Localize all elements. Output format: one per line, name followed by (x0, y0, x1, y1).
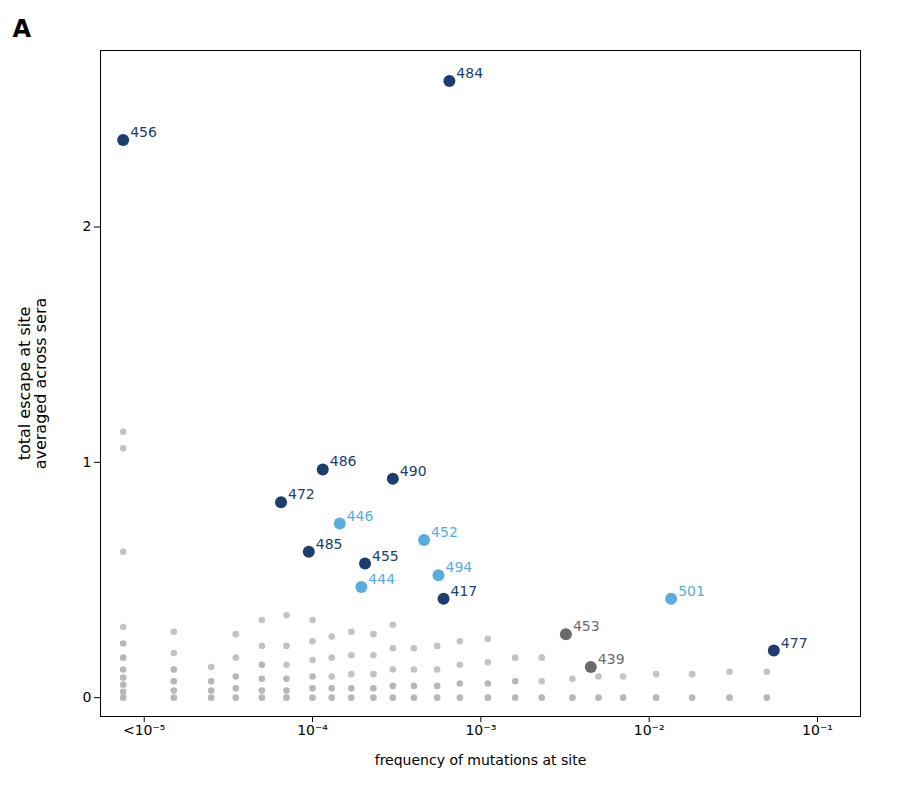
svg-text:446: 446 (347, 508, 374, 524)
svg-text:453: 453 (573, 618, 600, 634)
svg-text:1: 1 (83, 454, 92, 470)
svg-text:484: 484 (456, 65, 483, 81)
svg-text:501: 501 (678, 583, 705, 599)
svg-text:total escape at siteaveraged a: total escape at siteaveraged across sera (15, 298, 50, 470)
svg-text:10⁻⁴: 10⁻⁴ (297, 722, 328, 738)
svg-text:456: 456 (130, 124, 157, 140)
svg-text:439: 439 (598, 651, 625, 667)
svg-text:490: 490 (400, 463, 427, 479)
svg-text:417: 417 (451, 583, 478, 599)
svg-text:10⁻¹: 10⁻¹ (802, 722, 833, 738)
svg-text:<10⁻⁵: <10⁻⁵ (123, 722, 166, 738)
svg-text:0: 0 (83, 689, 92, 705)
svg-text:494: 494 (445, 559, 472, 575)
svg-text:486: 486 (330, 453, 357, 469)
svg-text:10⁻²: 10⁻² (634, 722, 665, 738)
svg-text:10⁻³: 10⁻³ (465, 722, 496, 738)
svg-text:472: 472 (288, 486, 315, 502)
svg-text:2: 2 (83, 218, 92, 234)
svg-text:477: 477 (781, 635, 808, 651)
svg-text:444: 444 (368, 571, 395, 587)
svg-text:485: 485 (316, 536, 343, 552)
svg-text:455: 455 (372, 548, 399, 564)
svg-text:452: 452 (431, 524, 458, 540)
svg-text:A: A (13, 15, 32, 43)
svg-text:frequency of mutations at site: frequency of mutations at site (375, 752, 587, 768)
